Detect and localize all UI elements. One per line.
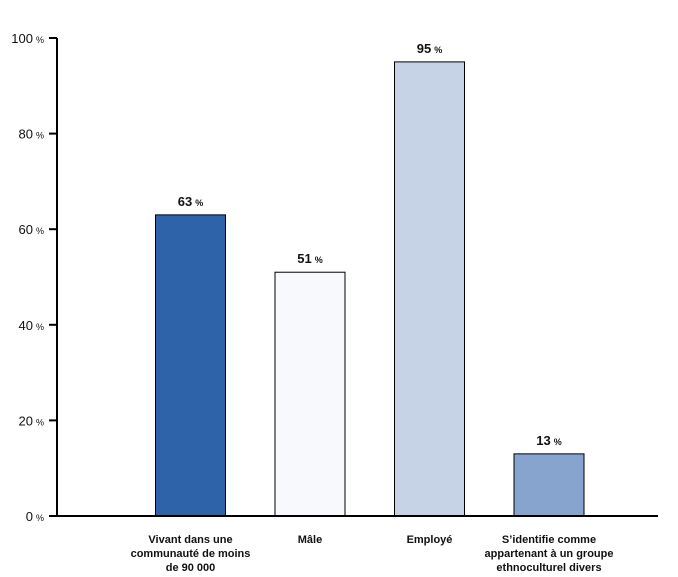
- category-labels: Vivant dans une communauté de moins de 90 …: [131, 534, 614, 574]
- category-label: Mâle: [298, 534, 322, 546]
- data-label: 63%: [178, 194, 203, 209]
- y-tick-label: 0%: [26, 509, 44, 524]
- data-labels: 63 % 51 % 95 % 13%: [178, 41, 562, 448]
- data-label: 13%: [536, 433, 561, 448]
- y-tick-label: 40%: [19, 318, 44, 333]
- bars: [155, 61, 585, 517]
- category-label: appartenant à un groupe: [485, 548, 614, 560]
- y-axis: 0 % 20 % 40 % 60 % 80 % 100%: [11, 31, 57, 524]
- category-label: S’identifie comme: [502, 534, 596, 546]
- bar: [394, 61, 465, 517]
- category-label: de 90 000: [166, 562, 216, 574]
- bar: [513, 453, 585, 517]
- category-label: ethnoculturel divers: [496, 562, 601, 574]
- category-label: Vivant dans une: [148, 534, 232, 546]
- category-label: communauté de moins: [131, 548, 251, 560]
- data-label: 95%: [417, 41, 442, 56]
- bar: [155, 214, 226, 517]
- y-tick-label: 60%: [19, 222, 44, 237]
- y-tick-label: 20%: [19, 413, 44, 428]
- data-label: 51%: [297, 251, 322, 266]
- y-tick-label: 100%: [11, 31, 44, 46]
- bar: [274, 271, 346, 517]
- y-tick-label: 80%: [19, 127, 44, 142]
- category-label: Employé: [407, 534, 453, 546]
